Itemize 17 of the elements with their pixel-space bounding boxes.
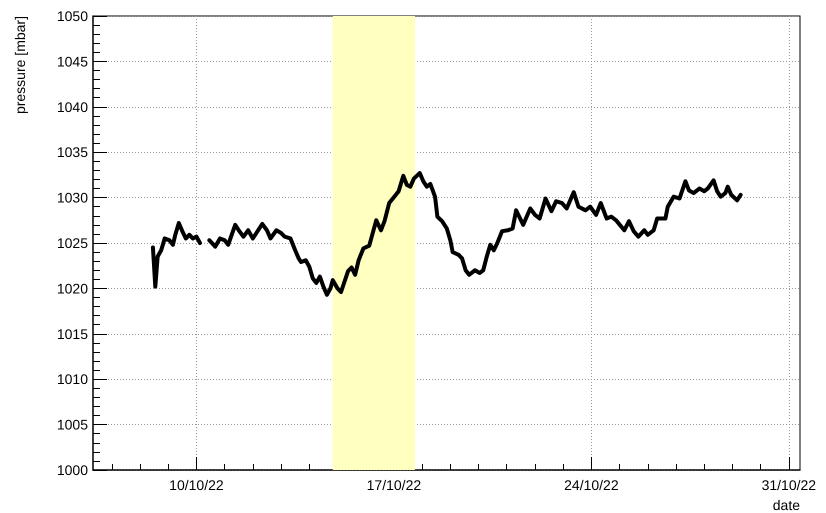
y-tick-label: 1035 xyxy=(56,144,88,160)
x-tick-label: 17/10/22 xyxy=(366,477,422,493)
x-tick-label: 24/10/22 xyxy=(564,477,619,493)
y-tick-label: 1025 xyxy=(56,235,88,251)
y-tick-label: 1000 xyxy=(56,462,88,478)
y-tick-label: 1040 xyxy=(56,98,88,115)
x-axis-title: date xyxy=(772,497,800,513)
x-tick-label: 10/10/22 xyxy=(169,477,224,493)
y-tick-label: 1030 xyxy=(56,190,88,206)
y-tick-label: 1010 xyxy=(56,371,88,388)
y-tick-label: 1015 xyxy=(56,326,88,342)
x-tick-label: 31/10/22 xyxy=(762,477,816,493)
y-tick-label: 1045 xyxy=(56,53,88,70)
y-tick-label: 1020 xyxy=(56,280,88,296)
y-tick-label: 1050 xyxy=(56,8,88,24)
y-axis-title: pressure [mbar] xyxy=(12,16,28,114)
y-tick-label: 1005 xyxy=(56,416,88,433)
